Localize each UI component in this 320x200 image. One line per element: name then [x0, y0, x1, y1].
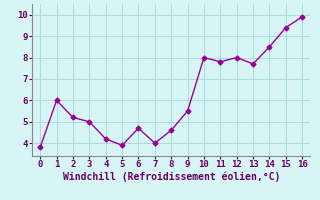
- X-axis label: Windchill (Refroidissement éolien,°C): Windchill (Refroidissement éolien,°C): [62, 172, 280, 182]
